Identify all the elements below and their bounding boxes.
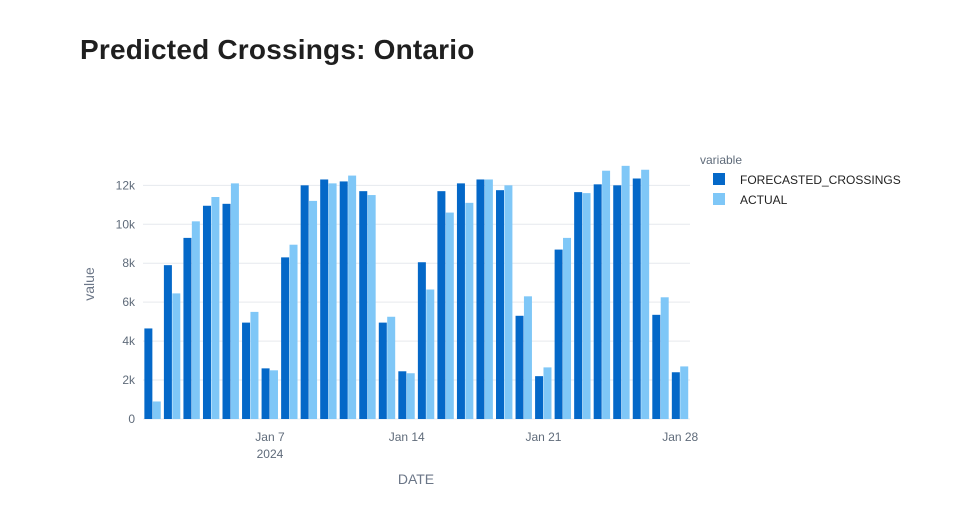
bar-actual[interactable] <box>582 193 591 419</box>
legend-swatch[interactable] <box>713 173 725 185</box>
bar-actual[interactable] <box>152 401 161 419</box>
bar-forecasted-crossings[interactable] <box>300 185 309 419</box>
bar-actual[interactable] <box>465 202 474 419</box>
bar-actual[interactable] <box>406 373 415 419</box>
bar-actual[interactable] <box>445 212 454 419</box>
bar-forecasted-crossings[interactable] <box>593 184 602 419</box>
bar-forecasted-crossings[interactable] <box>378 322 387 419</box>
bar-actual[interactable] <box>191 221 200 419</box>
bar-forecasted-crossings[interactable] <box>281 257 290 419</box>
bar-forecasted-crossings[interactable] <box>515 315 524 419</box>
legend-title: variable <box>700 153 742 167</box>
bar-actual[interactable] <box>641 169 650 419</box>
bar-forecasted-crossings[interactable] <box>496 190 505 419</box>
bar-actual[interactable] <box>484 179 493 419</box>
bar-actual[interactable] <box>504 185 513 419</box>
x-tick-sublabel: 2024 <box>257 447 284 461</box>
x-axis-title: DATE <box>398 471 434 487</box>
legend-label[interactable]: FORECASTED_CROSSINGS <box>740 173 901 187</box>
bar-forecasted-crossings[interactable] <box>417 262 426 419</box>
bar-forecasted-crossings[interactable] <box>632 178 641 420</box>
bar-forecasted-crossings[interactable] <box>398 371 407 419</box>
bar-forecasted-crossings[interactable] <box>339 181 348 419</box>
bar-actual[interactable] <box>250 311 259 419</box>
bar-forecasted-crossings[interactable] <box>183 237 192 419</box>
bar-forecasted-crossings[interactable] <box>163 265 172 419</box>
bar-actual[interactable] <box>172 293 181 419</box>
bar-forecasted-crossings[interactable] <box>359 191 368 419</box>
y-tick-label: 0 <box>128 412 135 426</box>
bar-actual[interactable] <box>680 366 689 419</box>
y-tick-label: 8k <box>122 256 136 270</box>
x-tick-label: Jan 7 <box>255 430 285 444</box>
bar-actual[interactable] <box>289 244 298 419</box>
bar-actual[interactable] <box>387 316 396 419</box>
bar-actual[interactable] <box>367 195 376 419</box>
x-tick-label: Jan 28 <box>662 430 698 444</box>
bar-forecasted-crossings[interactable] <box>652 314 661 419</box>
bar-forecasted-crossings[interactable] <box>261 368 270 419</box>
bar-forecasted-crossings[interactable] <box>671 372 680 419</box>
y-tick-label: 2k <box>122 373 136 387</box>
x-axis-ticks: Jan 7 2024 Jan 14 Jan 21 Jan 28 <box>255 430 698 461</box>
bar-actual[interactable] <box>211 197 220 419</box>
chart-title: Predicted Crossings: Ontario <box>80 34 475 65</box>
bar-forecasted-crossings[interactable] <box>574 192 583 419</box>
bar-forecasted-crossings[interactable] <box>476 179 485 419</box>
bar-actual[interactable] <box>426 289 435 420</box>
bar-forecasted-crossings[interactable] <box>613 185 622 419</box>
y-tick-label: 4k <box>122 334 136 348</box>
bar-forecasted-crossings[interactable] <box>222 203 231 419</box>
bar-actual[interactable] <box>523 296 532 419</box>
bar-forecasted-crossings[interactable] <box>320 179 329 419</box>
bar-forecasted-crossings[interactable] <box>144 328 153 419</box>
bar-forecasted-crossings[interactable] <box>535 376 544 419</box>
y-axis-ticks: 0 2k 4k 6k 8k 10k 12k <box>116 178 136 426</box>
legend-label[interactable]: ACTUAL <box>740 193 788 207</box>
x-tick-label: Jan 14 <box>389 430 425 444</box>
bar-forecasted-crossings[interactable] <box>202 205 211 419</box>
bar-actual[interactable] <box>660 297 669 419</box>
bar-forecasted-crossings[interactable] <box>456 183 465 419</box>
bar-actual[interactable] <box>543 367 552 419</box>
bar-actual[interactable] <box>269 370 278 419</box>
bar-actual[interactable] <box>348 175 357 419</box>
bar-forecasted-crossings[interactable] <box>554 249 563 419</box>
bar-actual[interactable] <box>230 183 239 419</box>
bar-actual[interactable] <box>563 237 572 419</box>
bar-forecasted-crossings[interactable] <box>242 322 251 419</box>
bars-group <box>144 165 689 420</box>
legend[interactable]: variable FORECASTED_CROSSINGS ACTUAL <box>700 153 901 207</box>
legend-swatch[interactable] <box>713 193 725 205</box>
x-tick-label: Jan 21 <box>525 430 561 444</box>
y-tick-label: 6k <box>122 295 136 309</box>
bar-actual[interactable] <box>621 165 630 419</box>
y-axis-title: value <box>81 267 97 301</box>
y-tick-label: 10k <box>116 217 136 231</box>
bar-actual[interactable] <box>328 183 337 419</box>
bar-actual[interactable] <box>602 170 611 419</box>
bar-actual[interactable] <box>309 200 318 419</box>
bar-forecasted-crossings[interactable] <box>437 191 446 419</box>
y-tick-label: 12k <box>116 178 136 192</box>
